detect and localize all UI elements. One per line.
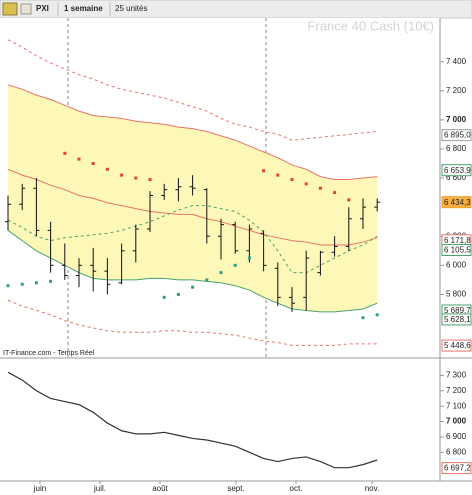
- sar-dot: [304, 182, 308, 186]
- price-marker: [441, 313, 472, 326]
- x-tick-label: sept.: [227, 484, 244, 493]
- price-marker-label: 5 448,6: [444, 341, 471, 350]
- indicator-line: [7, 371, 378, 469]
- sar-dot: [91, 161, 95, 165]
- sar-dot: [290, 177, 294, 181]
- price-marker-label: 6 105,5: [444, 246, 471, 255]
- sar-dot: [318, 186, 322, 190]
- y-tick-label: 7 000: [446, 115, 467, 124]
- band-fill: [8, 84, 378, 312]
- y-tick-label: 7 400: [446, 57, 467, 66]
- sar-dot: [205, 278, 209, 282]
- sar-dot: [361, 316, 365, 320]
- x-tick-label: juin: [33, 484, 46, 493]
- price-marker: [441, 129, 472, 142]
- price-marker-label: 6 171,8: [444, 236, 471, 245]
- sar-dot: [162, 295, 166, 299]
- period[interactable]: 1 semaine: [64, 4, 103, 13]
- sar-dot: [219, 271, 223, 275]
- x-tick-label: juil.: [93, 484, 106, 493]
- sar-dot: [375, 313, 379, 317]
- price-marker-label: 6 697,2: [444, 464, 471, 473]
- price-marker-label: 5 628,1: [444, 315, 471, 324]
- band-line: [7, 230, 378, 313]
- price-marker: [441, 196, 472, 209]
- instrument-title: France 40 Cash (10€): [308, 18, 434, 33]
- y-tick-label: 5 800: [446, 290, 467, 299]
- price-marker-label: 5 689,7: [444, 306, 471, 315]
- y-tick-label: 7 300: [446, 370, 467, 379]
- sar-dot: [148, 177, 152, 181]
- sar-dot: [120, 173, 124, 177]
- x-tick-label: oct.: [290, 484, 303, 493]
- y-tick-label: 7 200: [446, 86, 467, 95]
- sar-dot: [276, 173, 280, 177]
- demo-icon[interactable]: [2, 2, 18, 16]
- price-marker-label: 6 895,0: [444, 131, 471, 140]
- sar-dot: [77, 157, 81, 161]
- price-marker: [441, 243, 472, 256]
- y-tick-label: 7 200: [446, 386, 467, 395]
- y-tick-label: 6 800: [446, 447, 467, 456]
- y-tick-label: 6 000: [446, 260, 467, 269]
- price-marker: [441, 164, 472, 177]
- sar-dot: [134, 176, 138, 180]
- y-tick-label: 7 000: [446, 417, 467, 426]
- y-tick-label: 6 600: [446, 173, 467, 182]
- y-tick-label: 7 100: [446, 401, 467, 410]
- x-tick-label: août: [152, 484, 168, 493]
- x-tick-label: nov.: [365, 484, 380, 493]
- sar-dot: [49, 279, 53, 283]
- sar-dot: [34, 281, 38, 285]
- sar-dot: [176, 292, 180, 296]
- sar-dot: [233, 263, 237, 267]
- dashed-band: [7, 39, 378, 141]
- y-tick-label: 6 800: [446, 144, 467, 153]
- sar-dot: [105, 167, 109, 171]
- sar-dot: [333, 191, 337, 195]
- sar-dot: [6, 284, 10, 288]
- y-tick-label: 6 900: [446, 432, 467, 441]
- band-line: [7, 168, 378, 246]
- sar-dot: [191, 285, 195, 289]
- band-line: [7, 84, 378, 180]
- sar-dot: [247, 256, 251, 260]
- sar-dot: [20, 282, 24, 286]
- dashed-band: [7, 299, 378, 346]
- data-source: IT-Finance.com - Temps Réel: [3, 350, 95, 357]
- units[interactable]: 25 unités: [115, 4, 147, 13]
- price-marker-label: 6 653,9: [444, 166, 471, 175]
- sar-dot: [347, 198, 351, 202]
- dashed-band: [7, 205, 378, 274]
- settings-icon[interactable]: [20, 3, 32, 15]
- price-marker: [441, 462, 472, 475]
- price-marker: [441, 339, 472, 352]
- sar-dot: [262, 169, 266, 173]
- price-marker-label: 6 434,3: [444, 198, 471, 207]
- symbol[interactable]: PXI: [36, 4, 49, 13]
- sar-dot: [63, 151, 67, 155]
